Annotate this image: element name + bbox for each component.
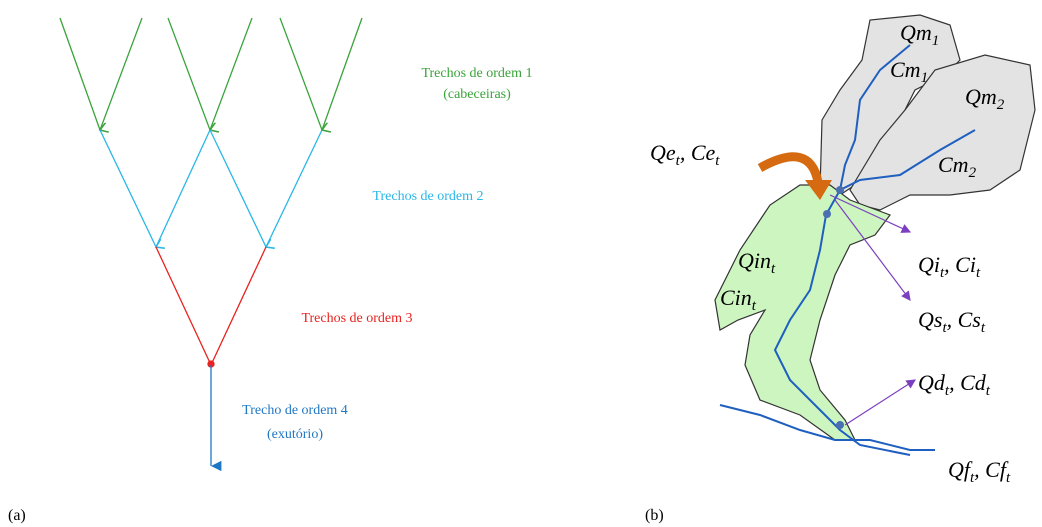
label-part: Qe — [650, 140, 676, 165]
math-label: Cint — [720, 285, 757, 314]
math-label: Qdt, Cdt — [918, 370, 991, 399]
label-part: Cs — [958, 307, 981, 332]
label-part: , — [944, 252, 950, 277]
label-part: t — [986, 383, 991, 399]
label-part: 2 — [997, 97, 1005, 113]
label-part: Qin — [738, 248, 771, 273]
label-part: Cd — [960, 370, 987, 395]
caption: (a) — [8, 507, 26, 524]
label-part: Qi — [918, 252, 940, 277]
label-part: t — [1006, 470, 1011, 486]
label-part: Cm — [890, 57, 921, 82]
label-part: t — [976, 265, 981, 281]
order2-label: Trechos de ordem 2 — [372, 189, 483, 204]
label-part: , — [974, 457, 980, 482]
label-part: , — [680, 140, 686, 165]
label-part: Qs — [918, 307, 942, 332]
label-part: Cin — [720, 285, 752, 310]
label-part: Qm — [900, 20, 932, 45]
label-part: , — [947, 307, 953, 332]
math-label: Qint — [738, 248, 776, 277]
label-part: 1 — [921, 70, 929, 86]
label-part: 1 — [932, 33, 940, 49]
order4-note: (exutório) — [267, 427, 323, 442]
order4-label: Trecho de ordem 4 — [242, 403, 348, 418]
label-part: Ce — [691, 140, 716, 165]
label-part: Cm — [938, 152, 969, 177]
label-part: 2 — [969, 165, 977, 181]
caption: (b) — [645, 507, 664, 524]
order3-label: Trechos de ordem 3 — [301, 311, 412, 326]
label-part: Qm — [965, 84, 997, 109]
figure: Trechos de ordem 1 (cabeceiras) Trechos … — [0, 0, 1042, 527]
order1-note: (cabeceiras) — [443, 87, 511, 102]
label-part: t — [981, 320, 986, 336]
label-part: Ci — [955, 252, 976, 277]
math-label: Qet, Cet — [650, 140, 720, 169]
label-part: Qd — [918, 370, 946, 395]
tree — [60, 18, 362, 466]
math-label: Qit, Cit — [918, 252, 981, 281]
math-label: Qft, Cft — [948, 457, 1011, 486]
math-label: Qst, Cst — [918, 307, 986, 336]
label-part: t — [715, 153, 720, 169]
order1-label: Trechos de ordem 1 — [421, 66, 532, 81]
label-part: , — [949, 370, 955, 395]
